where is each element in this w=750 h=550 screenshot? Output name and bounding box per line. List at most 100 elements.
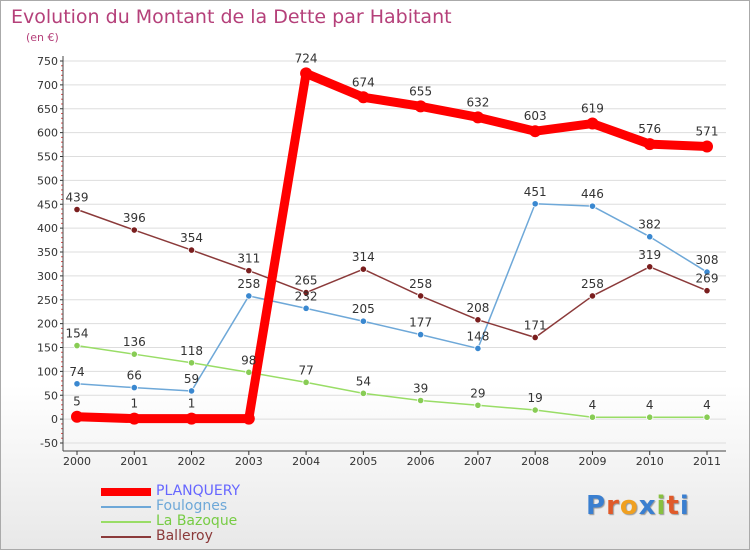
data-label: 308 bbox=[696, 253, 719, 267]
data-label: 724 bbox=[295, 51, 318, 65]
data-label: 232 bbox=[295, 289, 318, 303]
data-point bbox=[359, 317, 367, 325]
data-point bbox=[130, 384, 138, 392]
y-tick-label: 750 bbox=[37, 55, 58, 68]
data-point bbox=[187, 359, 196, 367]
data-point bbox=[588, 202, 597, 210]
y-tick-label: 200 bbox=[37, 318, 58, 331]
logo-text: Proxiti bbox=[586, 491, 690, 521]
data-point bbox=[245, 267, 253, 275]
data-label: 258 bbox=[409, 277, 432, 291]
data-point bbox=[71, 410, 83, 423]
x-tick-label: 2002 bbox=[178, 455, 206, 468]
data-label: 314 bbox=[352, 250, 375, 264]
series-line-balleroy bbox=[76, 208, 708, 339]
y-tick-label: -50 bbox=[40, 437, 58, 450]
logo-letter: o bbox=[619, 491, 639, 521]
x-tick-label: 2003 bbox=[235, 455, 263, 468]
data-point bbox=[302, 288, 310, 297]
data-label: 4 bbox=[646, 398, 654, 412]
data-label: 177 bbox=[409, 316, 432, 330]
x-tick-label: 2009 bbox=[578, 455, 606, 468]
data-point bbox=[703, 413, 711, 421]
data-label: 154 bbox=[66, 327, 89, 341]
data-point bbox=[73, 380, 81, 388]
data-point bbox=[302, 304, 310, 312]
legend-label: Balleroy bbox=[156, 528, 213, 544]
data-point bbox=[185, 412, 198, 425]
data-point bbox=[245, 368, 253, 376]
data-label: 396 bbox=[123, 211, 146, 225]
data-label: 451 bbox=[524, 185, 547, 199]
x-tick-label: 2004 bbox=[292, 455, 320, 468]
data-label: 382 bbox=[638, 218, 661, 232]
data-label: 258 bbox=[237, 277, 260, 291]
series-line-la-bazoque bbox=[76, 344, 708, 418]
data-label: 205 bbox=[352, 302, 375, 316]
data-label: 571 bbox=[696, 124, 719, 138]
data-point bbox=[417, 396, 425, 405]
data-point bbox=[414, 100, 427, 113]
data-label: 311 bbox=[237, 252, 260, 266]
data-label: 354 bbox=[180, 231, 203, 245]
x-tick-label: 2010 bbox=[636, 455, 664, 468]
data-point bbox=[245, 292, 253, 300]
chart-subtitle: (en €) bbox=[26, 31, 59, 44]
data-point bbox=[586, 117, 599, 130]
data-point bbox=[359, 389, 367, 397]
x-tick-label: 2011 bbox=[693, 455, 721, 468]
y-tick-label: 100 bbox=[37, 365, 58, 378]
logo-letter: i bbox=[679, 491, 690, 521]
x-tick-label: 2007 bbox=[464, 455, 492, 468]
data-point bbox=[474, 316, 482, 324]
x-tick-label: 2005 bbox=[349, 455, 377, 468]
legend-label: La Bazoque bbox=[156, 513, 238, 529]
series-line-planquery bbox=[72, 68, 712, 424]
data-label: 265 bbox=[295, 274, 318, 288]
data-label: 74 bbox=[69, 365, 84, 379]
data-label: 136 bbox=[123, 335, 146, 349]
data-point bbox=[187, 387, 196, 395]
data-point bbox=[643, 138, 656, 151]
data-point bbox=[474, 401, 482, 409]
data-point bbox=[357, 91, 370, 104]
data-label: 118 bbox=[180, 344, 203, 358]
data-point bbox=[302, 378, 310, 386]
data-point bbox=[703, 287, 711, 295]
data-point bbox=[300, 67, 313, 80]
y-tick-label: 550 bbox=[37, 151, 58, 164]
logo-letter: x bbox=[638, 491, 657, 521]
data-label: 148 bbox=[466, 329, 489, 343]
data-label: 171 bbox=[524, 318, 547, 332]
data-label: 66 bbox=[127, 369, 142, 383]
data-point bbox=[130, 350, 138, 358]
legend-label: PLANQUERY bbox=[156, 483, 241, 499]
y-tick-label: 400 bbox=[37, 222, 58, 235]
proxiti-logo: Proxiti bbox=[586, 491, 690, 521]
data-label: 439 bbox=[66, 191, 89, 205]
data-label: 603 bbox=[524, 109, 547, 123]
data-label: 77 bbox=[298, 363, 313, 377]
y-tick-label: 0 bbox=[51, 413, 58, 426]
data-label: 4 bbox=[589, 398, 597, 412]
data-point bbox=[531, 406, 539, 414]
data-point bbox=[187, 246, 196, 254]
data-point bbox=[531, 200, 539, 208]
data-label: 19 bbox=[528, 391, 543, 405]
data-label: 446 bbox=[581, 187, 604, 201]
y-tick-label: 650 bbox=[37, 103, 58, 116]
data-label: 319 bbox=[638, 248, 661, 262]
y-tick-label: 300 bbox=[37, 270, 58, 283]
data-point bbox=[417, 292, 425, 300]
data-point bbox=[529, 125, 542, 138]
y-tick-label: 250 bbox=[37, 294, 58, 307]
y-tick-label: 50 bbox=[44, 389, 58, 402]
series-line-foulognes bbox=[76, 203, 708, 392]
data-label: 29 bbox=[470, 386, 485, 400]
data-label: 98 bbox=[241, 353, 256, 367]
data-point bbox=[242, 412, 255, 425]
logo-letter: r bbox=[606, 491, 620, 521]
y-tick-label: 700 bbox=[37, 79, 58, 92]
y-tick-label: 150 bbox=[37, 342, 58, 355]
data-point bbox=[73, 341, 81, 350]
